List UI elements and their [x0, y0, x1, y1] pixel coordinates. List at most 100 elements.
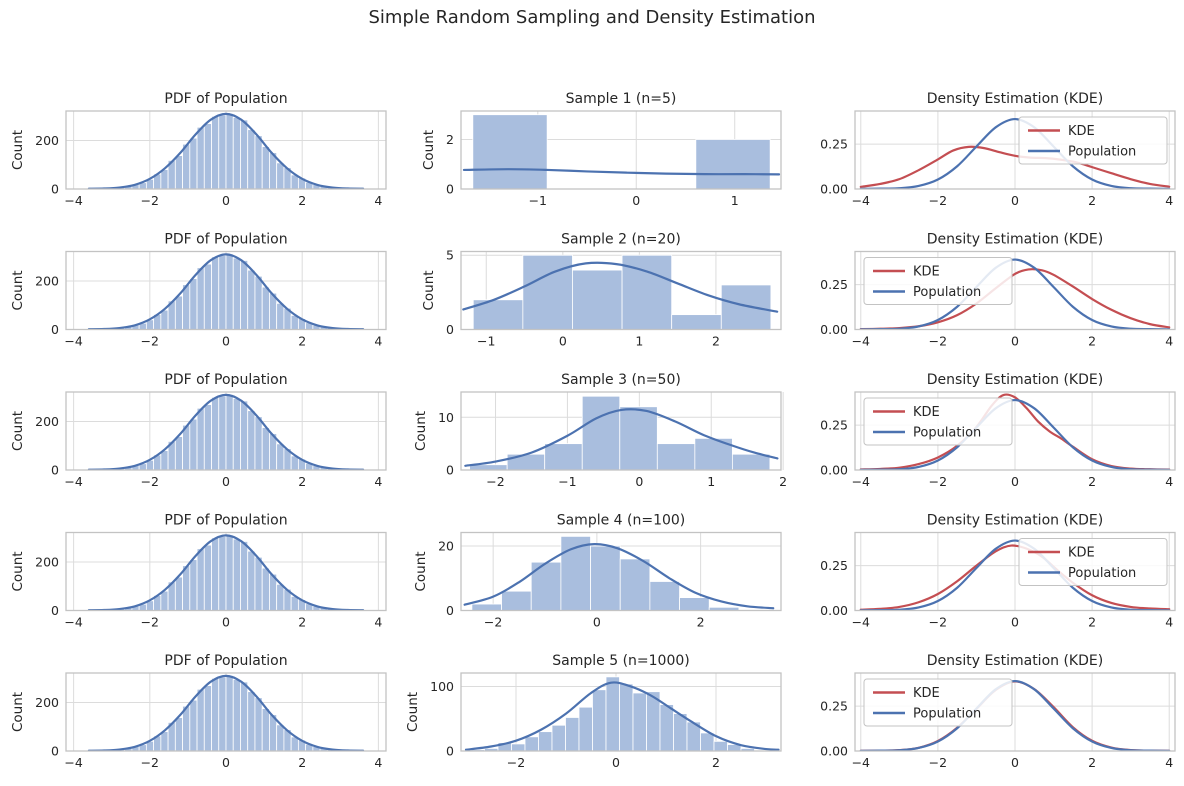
figure-title: Simple Random Sampling and Density Estim…	[368, 7, 816, 28]
histogram-bar	[182, 143, 191, 189]
x-tick-label: −4	[852, 615, 870, 630]
x-tick-label: 2	[1088, 193, 1096, 208]
histogram-bar	[632, 692, 647, 751]
population-kde-curve	[87, 534, 365, 611]
histogram-bar	[522, 254, 573, 330]
histogram-bar	[160, 309, 169, 330]
subplot-r4c3: Density Estimation (KDE) −4 −2 0 2 4 0.00 0.25 K…	[820, 513, 1176, 630]
legend-label: Population	[913, 426, 981, 441]
x-tick-label: 1	[635, 334, 643, 349]
histogram-bar	[565, 717, 580, 751]
chart-title: PDF of Population	[164, 653, 287, 669]
histogram-bar	[247, 550, 256, 611]
histogram-bar	[232, 117, 241, 189]
x-tick-label: −2	[929, 193, 947, 208]
histogram-bar	[225, 675, 234, 751]
histogram-bar	[182, 424, 191, 470]
axes-spine	[65, 672, 387, 752]
histogram-bar	[196, 407, 205, 470]
x-tick-label: −2	[141, 334, 159, 349]
y-tick-label: 0.25	[820, 699, 848, 714]
chart-title: Sample 4 (n=100)	[557, 513, 686, 529]
subplot-r2c3: Density Estimation (KDE) −4 −2 0 2 4 0.00 0.25 K…	[820, 232, 1176, 349]
x-tick-label: −2	[507, 755, 525, 770]
histogram-bar	[232, 398, 241, 470]
x-tick-label: −4	[64, 474, 82, 489]
histogram-bars	[472, 114, 771, 189]
legend: KDE Population	[863, 257, 1013, 305]
chart-title: PDF of Population	[164, 372, 287, 388]
x-tick-label: −2	[486, 474, 504, 489]
histogram-bar	[160, 169, 169, 189]
chart-title: PDF of Population	[164, 513, 287, 529]
histogram-bar	[203, 685, 212, 751]
y-tick-label: 200	[35, 274, 59, 289]
y-axis-label: Count	[413, 551, 429, 591]
histogram-bar	[261, 708, 270, 751]
x-tick-label: −4	[852, 474, 870, 489]
x-tick-label: −4	[64, 334, 82, 349]
x-tick-label: −2	[484, 615, 502, 630]
x-tick-label: 2	[1088, 615, 1096, 630]
legend: KDE Population	[1018, 116, 1168, 165]
histogram-bar	[544, 443, 583, 470]
y-tick-label: 200	[35, 133, 59, 148]
histogram-bar	[240, 541, 249, 611]
chart-title: Density Estimation (KDE)	[927, 372, 1103, 388]
histogram-bar	[240, 119, 249, 189]
axes-spine	[65, 531, 387, 612]
y-tick-label: 2	[446, 132, 454, 147]
y-tick-label: 0	[446, 603, 454, 618]
legend-label: Population	[913, 707, 981, 722]
histogram-bar	[276, 162, 285, 189]
histogram-bar	[524, 736, 539, 751]
x-tick-label: 0	[593, 615, 601, 630]
population-curve	[859, 539, 1171, 611]
histogram-bar	[720, 284, 772, 330]
legend-label: KDE	[913, 405, 940, 420]
x-tick-label: −1	[558, 474, 576, 489]
histogram-bar	[649, 581, 680, 611]
x-tick-label: 2	[712, 755, 720, 770]
histogram-bar	[211, 115, 220, 189]
legend: KDE Population	[863, 678, 1013, 727]
subplot-r2c2: Sample 2 (n=20) −1 0 1 2 0 5 Count	[421, 232, 782, 349]
y-tick-label: 5	[446, 248, 454, 263]
histogram-bar	[671, 314, 722, 330]
x-tick-label: 0	[222, 193, 230, 208]
subplot-r5c3: Density Estimation (KDE) −4 −2 0 2 4 0.00 0.25 K…	[820, 653, 1176, 770]
histogram-bar	[581, 395, 621, 470]
kde-curve	[859, 145, 1171, 188]
x-tick-label: 0	[222, 334, 230, 349]
y-tick-label: 0.00	[820, 744, 848, 759]
histogram-bar	[189, 559, 198, 611]
x-tick-label: −4	[64, 615, 82, 630]
histogram-bar	[182, 565, 191, 611]
x-tick-label: 0	[635, 474, 643, 489]
histogram-bar	[189, 418, 198, 470]
histogram-bar	[174, 155, 183, 189]
histogram-bar	[572, 269, 623, 330]
y-tick-label: 0.00	[820, 463, 848, 478]
x-tick-label: 2	[712, 334, 720, 349]
histogram-bar	[472, 114, 548, 189]
histogram-bar	[240, 260, 249, 330]
chart-title: PDF of Population	[164, 232, 287, 248]
histogram-bar	[196, 267, 205, 330]
x-tick-label: −2	[929, 615, 947, 630]
histogram-bar	[211, 256, 220, 330]
histogram-bar	[240, 681, 249, 751]
histogram-bar	[232, 538, 241, 611]
histogram-bar	[240, 400, 249, 470]
x-tick-label: −4	[852, 755, 870, 770]
histogram-bar	[261, 427, 270, 470]
histogram-bar	[232, 257, 241, 330]
histogram-bar	[203, 123, 212, 189]
sample-kde-curve	[464, 408, 779, 467]
y-tick-label: 0	[51, 322, 59, 337]
subplot-r3c3: Density Estimation (KDE) −4 −2 0 2 4 0.00 0.25 K…	[820, 372, 1176, 489]
y-tick-label: 0.25	[820, 558, 848, 573]
population-kde-curve	[87, 393, 365, 470]
histogram-bar	[261, 146, 270, 189]
histogram-bar	[578, 706, 593, 751]
